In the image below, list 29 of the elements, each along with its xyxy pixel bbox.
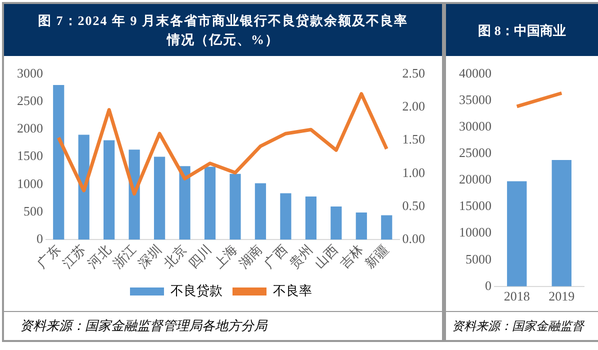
y-tick-label: 15000 xyxy=(459,198,492,214)
y-tick-label: 25000 xyxy=(459,145,492,160)
x-tick-label: 2018 xyxy=(504,288,530,304)
text: 资料来源：国家金融监督 xyxy=(446,311,598,340)
y-tick-label: 1000 xyxy=(17,176,43,191)
y-tick-label: 5000 xyxy=(466,251,492,266)
y-tick-label: 1500 xyxy=(17,148,43,164)
y-tick-label: 10000 xyxy=(459,224,492,240)
y2-tick-label: 2.50 xyxy=(402,65,425,80)
y2-tick-label: 1.00 xyxy=(402,164,425,180)
text: 资料来源：国家金融监督管理局各地方分局 xyxy=(4,311,442,340)
y-tick-label: 40000 xyxy=(459,65,492,80)
y-tick-label: 30000 xyxy=(459,118,492,134)
y2-tick-label: 2.00 xyxy=(402,98,425,114)
y2-tick-label: 1.50 xyxy=(402,132,425,147)
y-tick-label: 35000 xyxy=(459,92,492,107)
y2-tick-label: 0.50 xyxy=(402,198,425,213)
y-tick-label: 3000 xyxy=(17,65,43,80)
legend-label: 不良率 xyxy=(273,282,312,298)
y-tick-label: 2500 xyxy=(17,93,43,108)
chart-title: 图 7：2024 年 9 月末各省市商业银行不良贷款余额及不良率情况（亿元、%） xyxy=(4,4,442,56)
y-tick-label: 500 xyxy=(24,203,43,218)
legend-label: 不良贷款 xyxy=(170,282,222,298)
x-tick-label: 2019 xyxy=(548,288,575,304)
y-tick-label: 20000 xyxy=(459,172,492,187)
y-tick-label: 2000 xyxy=(17,120,43,136)
chart-title: 图 8：中国商业 xyxy=(446,4,598,56)
y2-tick-label: 0.00 xyxy=(402,231,425,246)
y-tick-label: 0 xyxy=(485,278,492,293)
